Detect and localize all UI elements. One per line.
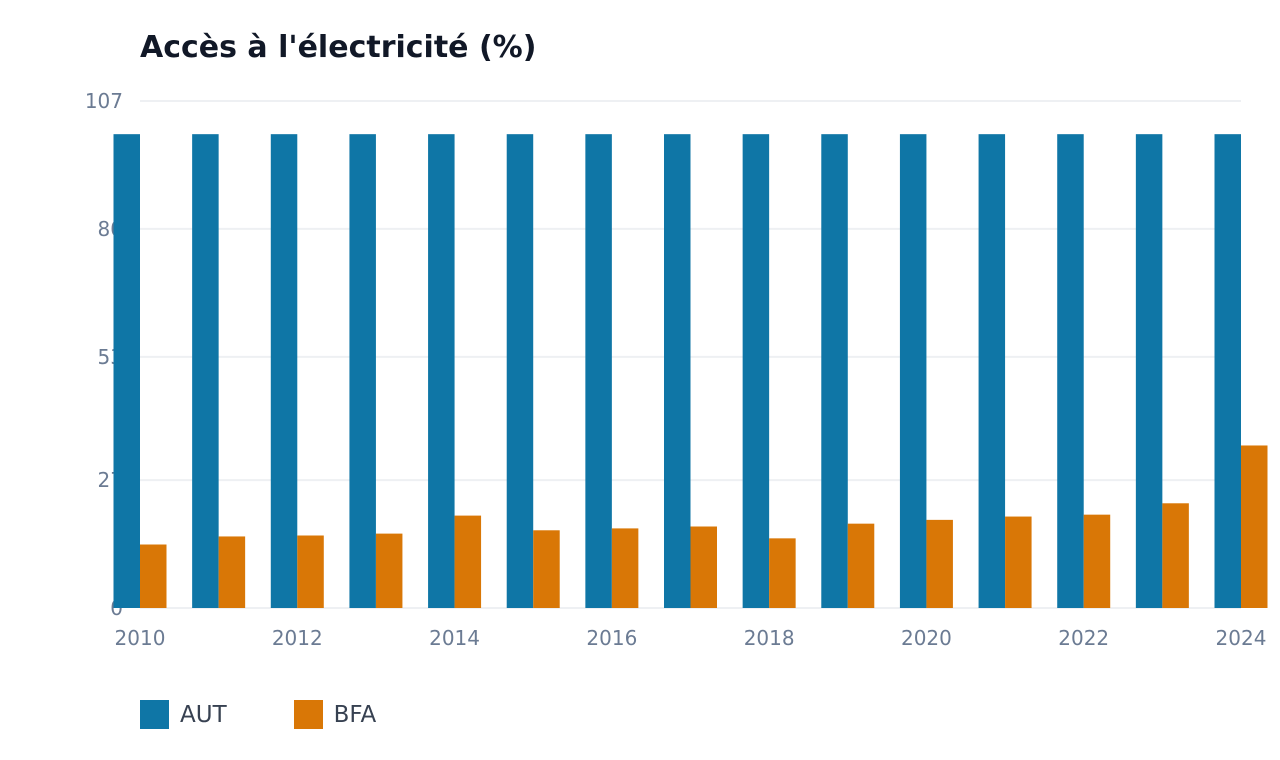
bar-aut-2017 bbox=[664, 134, 691, 609]
legend-label-aut: AUT bbox=[180, 701, 227, 728]
legend-swatch-aut bbox=[140, 700, 169, 729]
bar-aut-2022 bbox=[1057, 134, 1084, 609]
x-tick-label: 2022 bbox=[1058, 626, 1109, 650]
x-tick-label: 2010 bbox=[115, 626, 166, 650]
x-tick-label: 2024 bbox=[1216, 626, 1267, 650]
bar-aut-2014 bbox=[428, 134, 455, 609]
bar-bfa-2019 bbox=[847, 523, 875, 608]
x-axis-tick-labels: 2010 2012 2014 2016 2018 2020 2022 2024 bbox=[115, 626, 1267, 650]
bar-bfa-2017 bbox=[690, 526, 717, 608]
bar-aut-2012 bbox=[270, 134, 298, 609]
bar-aut-2018 bbox=[742, 134, 770, 609]
legend-item-bfa[interactable]: BFA bbox=[293, 700, 377, 729]
bar-bfa-2022 bbox=[1083, 514, 1111, 608]
x-tick-label: 2020 bbox=[901, 626, 952, 650]
bar-aut-2020 bbox=[899, 134, 927, 609]
x-tick-label: 2012 bbox=[272, 626, 323, 650]
bar-aut-2023 bbox=[1135, 134, 1163, 609]
bar-bfa-2016 bbox=[611, 528, 639, 608]
bar-aut-2015 bbox=[506, 134, 534, 609]
x-tick-label: 2018 bbox=[744, 626, 795, 650]
bar-aut-2024 bbox=[1214, 134, 1241, 609]
bar-bfa-2024 bbox=[1241, 445, 1268, 608]
bar-aut-2019 bbox=[821, 134, 848, 609]
bar-aut-2013 bbox=[349, 134, 376, 609]
bar-bfa-2013 bbox=[375, 533, 403, 608]
bars bbox=[113, 134, 1268, 609]
bar-bfa-2015 bbox=[533, 530, 560, 608]
legend-swatch-bfa bbox=[293, 700, 323, 729]
bar-aut-2021 bbox=[978, 134, 1006, 609]
bar-bfa-2012 bbox=[297, 535, 324, 608]
x-tick-label: 2016 bbox=[586, 626, 637, 650]
chart-title: Accès à l'électricité (%) bbox=[140, 30, 537, 65]
legend-item-aut[interactable]: AUT bbox=[140, 700, 227, 729]
bar-bfa-2014 bbox=[454, 515, 482, 608]
bar-aut-2011 bbox=[192, 134, 219, 609]
bar-bfa-2010 bbox=[140, 544, 167, 608]
x-tick-label: 2014 bbox=[429, 626, 480, 650]
bar-bfa-2011 bbox=[218, 536, 246, 608]
bar-bfa-2018 bbox=[769, 538, 796, 608]
bar-bfa-2021 bbox=[1005, 516, 1032, 608]
legend: AUT BFA bbox=[140, 700, 443, 729]
bar-bfa-2023 bbox=[1162, 503, 1189, 608]
legend-label-bfa: BFA bbox=[333, 701, 377, 728]
bar-chart: 0275380107 20102012201420162018202020222… bbox=[85, 89, 1268, 650]
bar-aut-2016 bbox=[585, 134, 612, 609]
bar-bfa-2020 bbox=[926, 519, 953, 608]
bar-aut-2010 bbox=[113, 134, 140, 609]
y-tick-label: 107 bbox=[85, 89, 123, 113]
